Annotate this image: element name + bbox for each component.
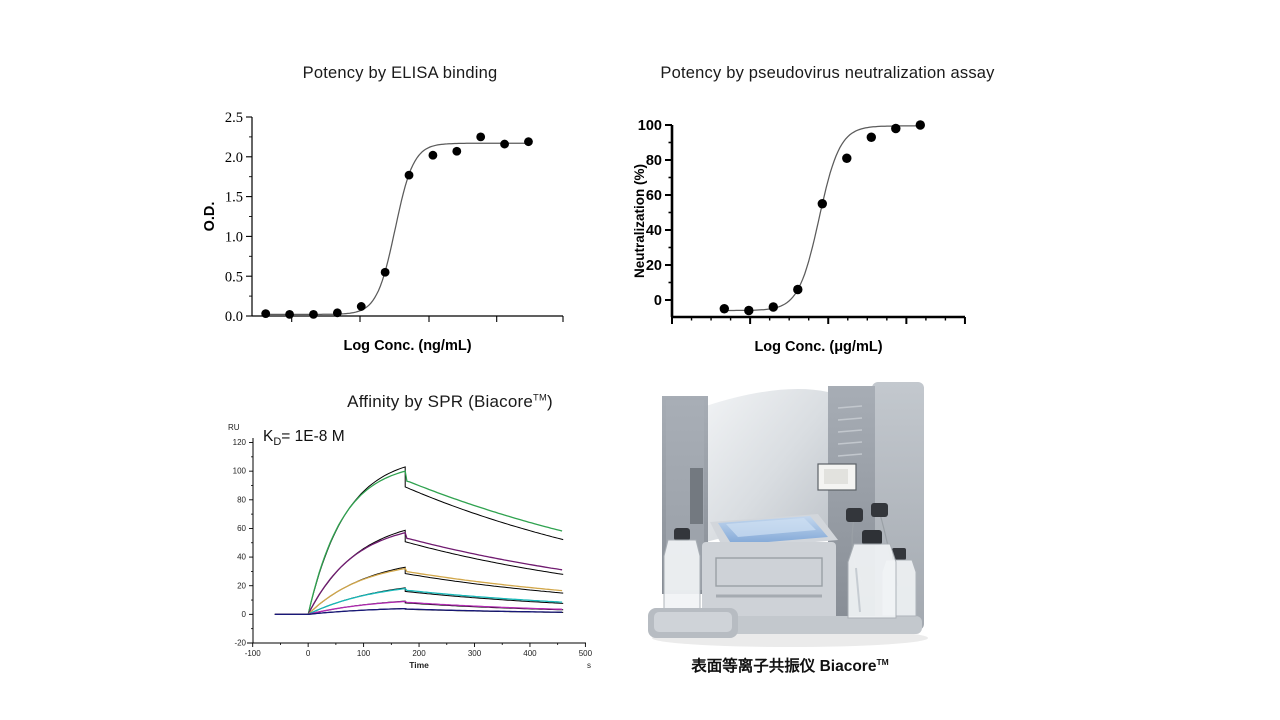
- spr-fit-conc-2: [274, 529, 564, 615]
- spr-sensorgram-chart: -20 0 20 40 60 80 100 120 -100 0 100 200 300 400 500 RU…: [228, 423, 593, 670]
- spr-title-tm-superscript: TM: [533, 392, 547, 403]
- elisa-binding-chart: 0.0 0.5 1.0 1.5 2.0 2.5 Log Conc. (ng/mL) O.D.: [202, 110, 564, 354]
- spr-ytick-label: 120: [233, 438, 247, 447]
- spr-curve-conc-3: [274, 567, 563, 616]
- elisa-ytick-label: 2.5: [225, 110, 243, 126]
- biacore-instrument-photo: [648, 382, 928, 647]
- elisa-ytick-label: 1.5: [225, 190, 243, 206]
- spr-title-close-paren: ): [546, 392, 553, 411]
- spr-ytick-label: -20: [234, 639, 246, 648]
- spr-ytick-label: 60: [237, 524, 246, 533]
- spr-ru-unit-label: RU: [228, 423, 240, 432]
- spr-ytick-label: 80: [237, 495, 246, 504]
- instrument-port-caps: [846, 503, 888, 522]
- instrument-drawer-slot: [715, 557, 823, 587]
- elisa-chart-title: Potency by ELISA binding: [302, 64, 498, 82]
- instrument-center-curved-panel: [706, 389, 828, 542]
- kd-symbol: K: [263, 428, 274, 445]
- pseudovirus-neutralization-chart: 0 20 40 60 80 100 Log Conc. (μg/mL) Neutralizat…: [632, 118, 966, 355]
- spr-curve-conc-4: [274, 587, 563, 616]
- neutralization-chart-title: Potency by pseudovirus neutralization as…: [660, 64, 995, 82]
- instrument-drip-tray: [648, 608, 738, 638]
- elisa-ytick-label: 2.0: [225, 150, 243, 166]
- neutralization-ytick-label: 40: [646, 223, 662, 239]
- neutralization-ytick-label: 0: [654, 293, 662, 309]
- kd-affinity-annotation: KD= 1E-8 M: [263, 428, 345, 448]
- instrument-bottle-right-front: [847, 530, 897, 619]
- spr-xtick-label: 200: [412, 649, 426, 658]
- neutralization-data-points: [719, 120, 925, 316]
- spr-xtick-label: 100: [357, 649, 371, 658]
- neutralization-ytick-label: 100: [638, 118, 662, 134]
- spr-title-text: Affinity by SPR (Biacore: [347, 392, 534, 411]
- neutralization-y-label: Neutralization (%): [632, 164, 647, 278]
- instrument-bottle-left: [663, 528, 701, 613]
- kd-value: = 1E-8 M: [281, 428, 345, 445]
- neutralization-x-label: Log Conc. (μg/mL): [754, 339, 882, 355]
- elisa-ytick-label: 0.0: [225, 309, 243, 325]
- instrument-caption-tm: TM: [876, 656, 889, 667]
- spr-ytick-label: 0: [242, 610, 247, 619]
- neutralization-fit-curve: [724, 125, 921, 312]
- spr-curve-conc-lowest: [274, 607, 563, 616]
- instrument-front-drawer-unit: [702, 542, 836, 622]
- spr-chart-title: Affinity by SPR (BiacoreTM): [280, 392, 620, 412]
- instrument-caption-text: 表面等离子共振仪 Biacore: [691, 658, 877, 675]
- spr-xtick-label: 500: [579, 649, 593, 658]
- spr-curve-conc-2: [274, 531, 563, 616]
- instrument-caption: 表面等离子共振仪 BiacoreTM: [640, 654, 940, 676]
- elisa-fit-curve: [265, 142, 528, 316]
- instrument-tray-highlight: [726, 518, 816, 537]
- elisa-data-points: [261, 132, 533, 319]
- elisa-ytick-label: 0.5: [225, 269, 243, 285]
- elisa-x-label: Log Conc. (ng/mL): [343, 338, 471, 354]
- spr-time-axis-label: Time: [409, 660, 429, 670]
- spr-ytick-label: 40: [237, 553, 246, 562]
- elisa-y-label: O.D.: [202, 202, 218, 232]
- spr-curve-conc-highest: [274, 470, 563, 616]
- instrument-display-screen: [824, 469, 848, 484]
- instrument-left-window: [690, 468, 703, 524]
- spr-curve-conc-5: [274, 600, 563, 616]
- spr-seconds-unit-label: s: [587, 661, 591, 670]
- instrument-vent-slits: [837, 405, 863, 457]
- neutralization-ytick-label: 80: [646, 153, 662, 169]
- spr-xtick-label: 0: [306, 649, 311, 658]
- instrument-base: [696, 616, 922, 634]
- neutralization-ytick-label: 60: [646, 188, 662, 204]
- spr-xtick-label: 300: [468, 649, 482, 658]
- spr-ytick-label: 20: [237, 581, 246, 590]
- spr-xtick-label: 400: [523, 649, 537, 658]
- spr-xtick-label: -100: [245, 649, 262, 658]
- kd-subscript: D: [273, 436, 282, 449]
- elisa-ytick-label: 1.0: [225, 229, 243, 245]
- spr-ytick-label: 100: [233, 467, 247, 476]
- neutralization-ytick-label: 20: [646, 258, 662, 274]
